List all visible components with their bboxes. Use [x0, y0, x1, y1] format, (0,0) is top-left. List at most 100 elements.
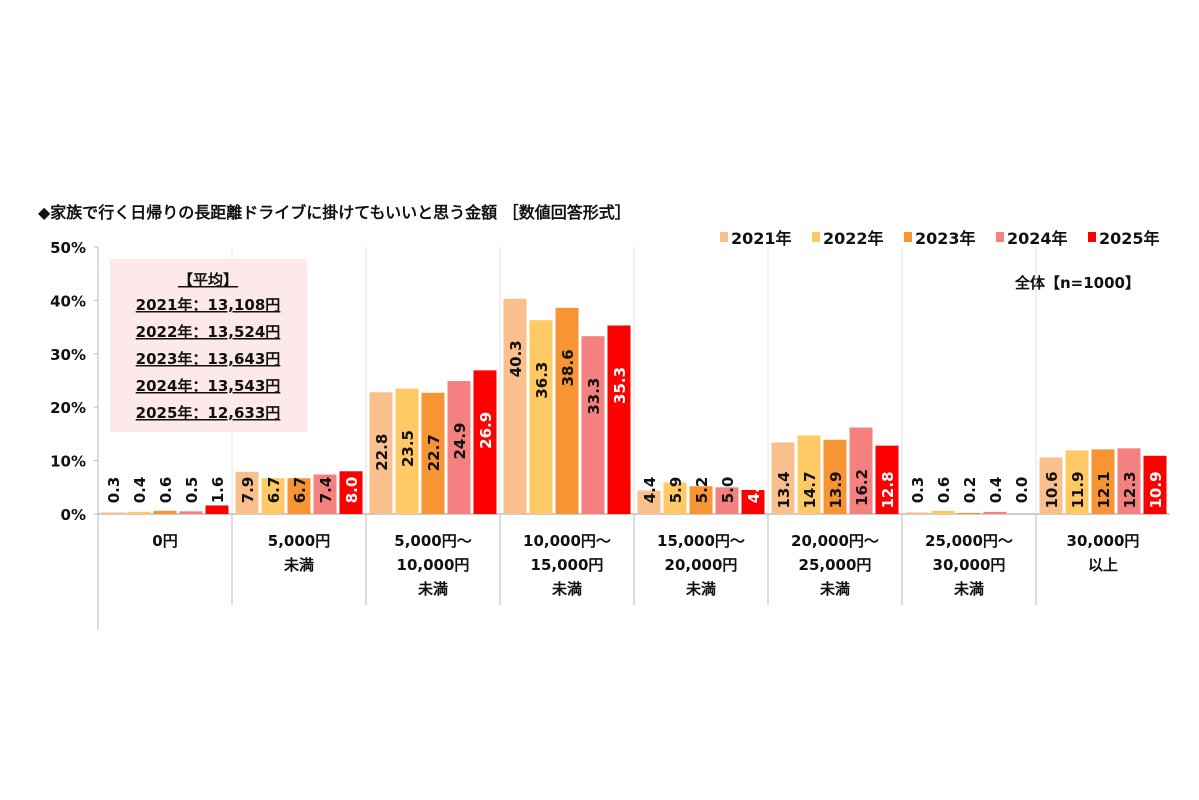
data-label: 0.4: [987, 477, 1005, 504]
bar: [235, 471, 259, 514]
y-tick-label: 10%: [50, 453, 86, 471]
bar: [313, 474, 337, 514]
bar: [503, 298, 527, 514]
data-label: 24.9: [451, 423, 469, 460]
bar: [931, 510, 955, 514]
data-label: 22.8: [373, 434, 391, 471]
data-label: 14.7: [801, 471, 819, 508]
data-label: 36.3: [533, 362, 551, 399]
bar: [581, 336, 605, 514]
bar: [369, 392, 393, 514]
x-tick-label: 10,000円: [397, 556, 470, 574]
x-tick-label: 未満: [283, 556, 314, 574]
y-tick-label: 30%: [50, 346, 86, 364]
data-label: 7.9: [239, 477, 257, 504]
data-label: 12.8: [879, 471, 897, 508]
bar: [421, 392, 445, 514]
legend: 2021年 2022年 2023年 2024年 2025年: [720, 229, 1160, 248]
bar: [261, 478, 285, 514]
legend-label: 2024年: [1007, 229, 1068, 248]
x-tick-label: 30,000円: [933, 556, 1006, 574]
data-label: 10.6: [1043, 471, 1061, 508]
data-label: 0.3: [105, 477, 123, 504]
x-tick-label: 30,000円: [1067, 532, 1140, 550]
data-label: 10.9: [1147, 471, 1165, 508]
average-line: 2022年：13,524円: [136, 323, 281, 341]
bar: [1143, 455, 1167, 514]
bar: [715, 487, 739, 514]
x-tick-label: 20,000円～: [791, 532, 879, 550]
legend-label: 2025年: [1099, 229, 1160, 248]
legend-swatch: [996, 232, 1004, 242]
data-label: 13.9: [827, 471, 845, 508]
data-label: 0.4: [131, 477, 149, 504]
bar: [473, 370, 497, 514]
bar: [797, 435, 821, 514]
x-tick-label: 未満: [417, 580, 448, 598]
data-label: 40.3: [507, 340, 525, 377]
sample-size-note: 全体【n=1000】: [1014, 274, 1140, 292]
data-label: 0.6: [157, 477, 175, 504]
data-label: 0.0: [1013, 477, 1031, 504]
data-label: 0.5: [183, 477, 201, 504]
bar: [607, 325, 631, 514]
legend-swatch: [904, 232, 912, 242]
bar: [1039, 457, 1063, 514]
data-label: 12.1: [1095, 471, 1113, 508]
average-line: 2023年：13,643円: [136, 350, 281, 368]
bar: [1117, 448, 1141, 514]
average-box: 【平均】 2021年：13,108円 2022年：13,524円 2023年：13,…: [110, 259, 307, 432]
bars: 0.3 7.9 22.8 40.3 4.4 13.4 0.3 10.6 0.4 6.7 23.5 36…: [101, 298, 1167, 514]
legend-label: 2022年: [823, 229, 884, 248]
data-label: 4.5: [745, 477, 763, 504]
data-label: 38.6: [559, 349, 577, 386]
data-label: 16.2: [853, 469, 871, 506]
bar: [555, 307, 579, 514]
data-label: 33.3: [585, 378, 603, 415]
data-label: 13.4: [775, 471, 793, 508]
bar: [179, 511, 203, 514]
bar: [339, 471, 363, 514]
bar: [849, 427, 873, 514]
bar: [1065, 450, 1089, 514]
x-tick-label: 20,000円: [665, 556, 738, 574]
x-tick-label: 未満: [819, 580, 850, 598]
bar: [957, 512, 981, 514]
x-tick-label: 0円: [152, 532, 177, 550]
data-label: 7.4: [317, 477, 335, 504]
legend-label: 2023年: [915, 229, 976, 248]
bar: [127, 511, 151, 514]
x-tick-label: 5,000円～: [394, 532, 471, 550]
x-tick-label: 10,000円～: [523, 532, 611, 550]
data-label: 23.5: [399, 430, 417, 467]
bar: [205, 505, 229, 514]
data-label: 5.2: [693, 477, 711, 504]
x-tick-label: 未満: [953, 580, 984, 598]
bar: [983, 511, 1007, 514]
x-tick-label: 15,000円: [531, 556, 604, 574]
bar: [1091, 449, 1115, 514]
average-box-background: [110, 259, 307, 432]
x-tick-label: 以上: [1088, 556, 1118, 574]
bar: [447, 381, 471, 514]
bar: [771, 442, 795, 514]
y-tick-label: 0%: [61, 506, 86, 524]
average-line: 2021年：13,108円: [136, 296, 281, 314]
bar: [905, 512, 929, 514]
average-line: 2024年：13,543円: [136, 377, 281, 395]
data-label: 5.0: [719, 477, 737, 504]
bar: [689, 486, 713, 514]
data-label: 11.9: [1069, 471, 1087, 508]
bar: [823, 439, 847, 514]
data-label: 8.0: [343, 477, 361, 504]
bar: [287, 478, 311, 514]
data-label: 6.7: [291, 477, 309, 504]
data-label: 0.2: [961, 477, 979, 504]
data-label: 4.4: [641, 477, 659, 504]
data-label: 0.6: [935, 477, 953, 504]
y-tick-label: 20%: [50, 399, 86, 417]
legend-swatch: [1088, 232, 1096, 242]
legend-label: 2021年: [731, 229, 792, 248]
